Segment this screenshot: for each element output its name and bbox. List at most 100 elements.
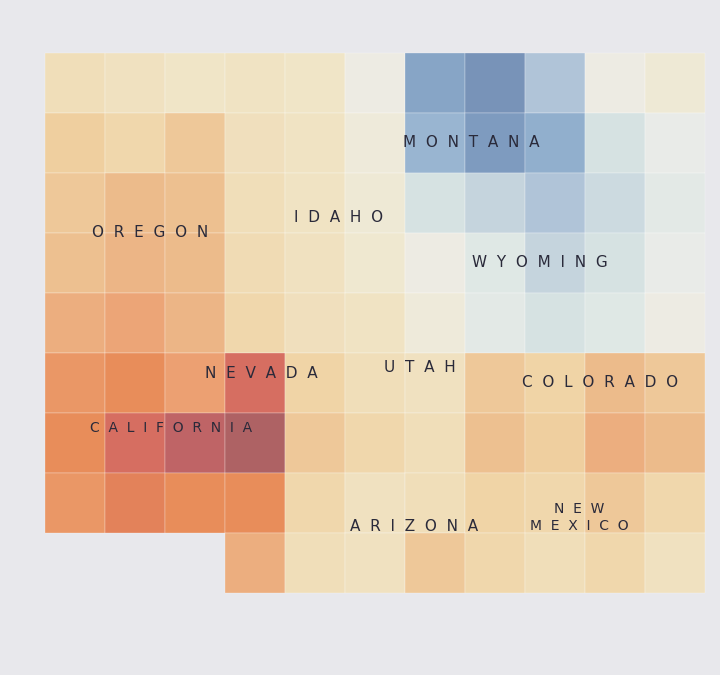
Bar <box>525 352 585 412</box>
Bar <box>225 53 285 113</box>
Bar <box>45 412 105 472</box>
Bar <box>165 113 225 173</box>
Bar <box>165 472 225 533</box>
Bar <box>405 292 465 352</box>
Bar <box>645 352 705 412</box>
Bar <box>405 53 465 113</box>
Bar <box>645 533 705 593</box>
Bar <box>645 472 705 533</box>
Bar <box>165 173 225 232</box>
Bar <box>645 113 705 173</box>
Bar <box>105 352 165 412</box>
Bar <box>285 352 345 412</box>
Bar <box>465 113 525 173</box>
Bar <box>345 472 405 533</box>
Bar <box>225 412 285 472</box>
Bar <box>405 412 465 472</box>
Bar <box>285 232 345 292</box>
Bar <box>105 232 165 292</box>
Bar <box>225 472 285 533</box>
Text: W  Y  O  M  I  N  G: W Y O M I N G <box>472 255 608 270</box>
Bar <box>45 292 105 352</box>
Bar <box>165 53 225 113</box>
Bar <box>465 292 525 352</box>
Bar <box>465 412 525 472</box>
Bar <box>465 533 525 593</box>
Bar <box>525 292 585 352</box>
Bar <box>285 412 345 472</box>
Bar <box>405 472 465 533</box>
Bar <box>225 173 285 232</box>
Bar <box>405 232 465 292</box>
Bar <box>105 292 165 352</box>
Bar <box>525 472 585 533</box>
Bar <box>45 472 105 533</box>
Text: A  R  I  Z  O  N  A: A R I Z O N A <box>350 519 478 534</box>
Bar <box>465 352 525 412</box>
Bar <box>345 53 405 113</box>
Bar <box>105 472 165 533</box>
Bar <box>345 352 405 412</box>
Bar <box>285 173 345 232</box>
Bar <box>465 472 525 533</box>
Text: M  O  N  T  A  N  A: M O N T A N A <box>402 135 539 150</box>
Bar <box>225 533 285 593</box>
Bar <box>525 412 585 472</box>
Bar <box>105 173 165 232</box>
Bar <box>405 533 465 593</box>
Bar <box>105 412 165 472</box>
Bar <box>645 412 705 472</box>
Bar <box>645 173 705 232</box>
Bar <box>45 173 105 232</box>
Bar <box>585 292 645 352</box>
Bar <box>285 292 345 352</box>
Bar <box>405 352 465 412</box>
Bar <box>585 173 645 232</box>
Bar <box>525 53 585 113</box>
Bar <box>465 232 525 292</box>
Bar <box>45 232 105 292</box>
Text: U  T  A  H: U T A H <box>384 360 456 375</box>
Bar <box>525 173 585 232</box>
Bar <box>585 53 645 113</box>
Bar <box>225 292 285 352</box>
Bar <box>45 352 105 412</box>
Bar <box>285 113 345 173</box>
Text: N  E  W
M  E  X  I  C  O: N E W M E X I C O <box>530 502 629 533</box>
Bar <box>45 53 105 113</box>
Bar <box>405 113 465 173</box>
Bar <box>645 53 705 113</box>
Bar <box>105 113 165 173</box>
Bar <box>225 352 285 412</box>
Bar <box>585 533 645 593</box>
Bar <box>45 113 105 173</box>
Bar <box>405 173 465 232</box>
Bar <box>465 53 525 113</box>
Bar <box>105 53 165 113</box>
Bar <box>225 113 285 173</box>
Bar <box>285 533 345 593</box>
Bar <box>165 292 225 352</box>
Bar <box>225 232 285 292</box>
Text: N  E  V  A  D  A: N E V A D A <box>204 366 318 381</box>
Bar <box>585 232 645 292</box>
Bar <box>165 232 225 292</box>
Bar <box>165 412 225 472</box>
Text: C  A  L  I  F  O  R  N  I  A: C A L I F O R N I A <box>90 421 252 435</box>
Bar <box>525 113 585 173</box>
Bar <box>345 232 405 292</box>
Bar <box>165 352 225 412</box>
Bar <box>645 232 705 292</box>
Bar <box>585 472 645 533</box>
Bar <box>645 292 705 352</box>
Text: O  R  E  G  O  N: O R E G O N <box>92 225 208 240</box>
Bar <box>345 173 405 232</box>
Bar <box>285 472 345 533</box>
Bar <box>585 352 645 412</box>
Bar <box>525 533 585 593</box>
Bar <box>345 292 405 352</box>
Text: I  D  A  H  O: I D A H O <box>294 210 384 225</box>
Bar <box>345 412 405 472</box>
Bar <box>585 412 645 472</box>
Bar <box>465 173 525 232</box>
